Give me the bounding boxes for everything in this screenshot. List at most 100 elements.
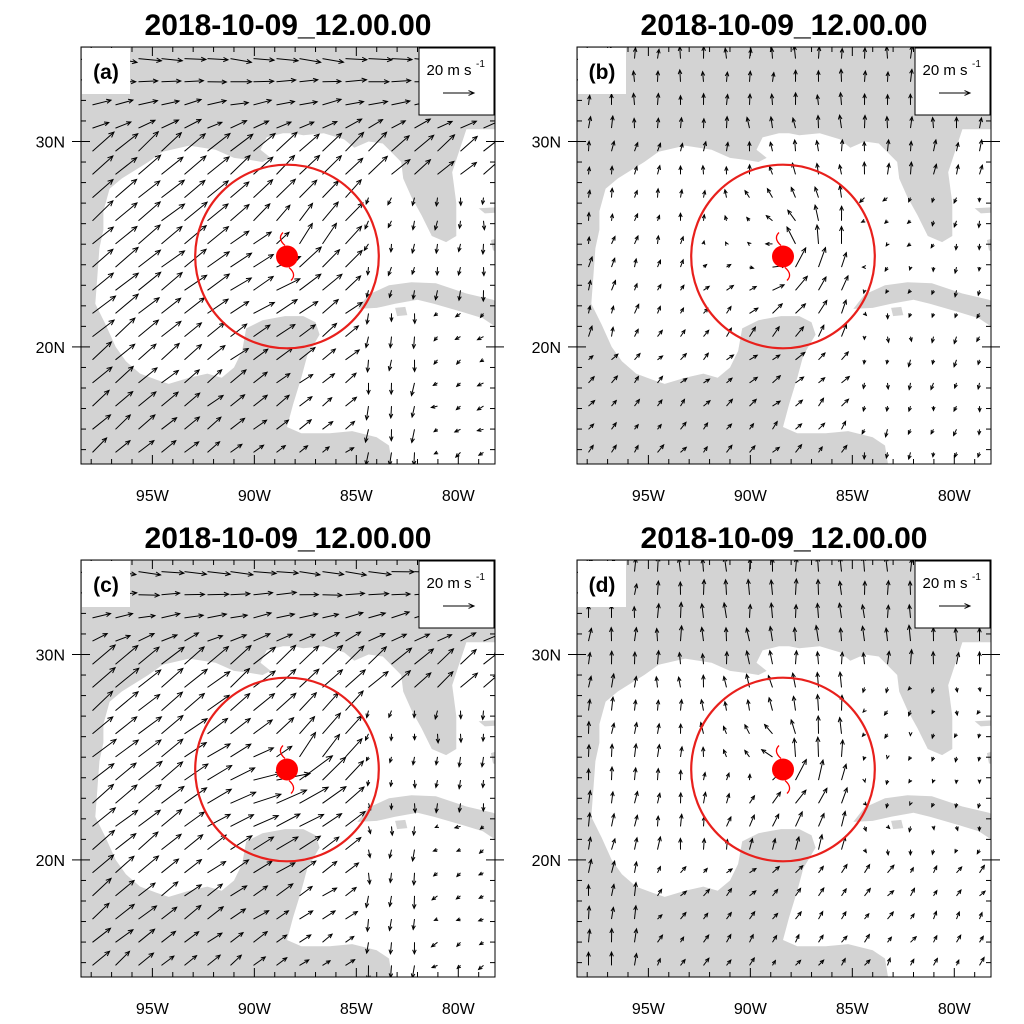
wind-vector-arrow [391,134,411,152]
wind-vector-arrow [253,670,277,688]
y-tick-label: 30N [36,647,65,664]
wind-vector-arrow [887,936,893,943]
wind-vector-arrow [92,199,114,222]
wind-vector-arrow [726,398,734,407]
wind-vector-arrow [434,197,440,207]
wind-vector-arrow [368,118,384,129]
wind-vector-arrow [388,942,394,956]
wind-vector-arrow [793,603,799,618]
wind-vector-arrow [679,142,684,152]
wind-vector-field [92,56,495,464]
wind-vector-arrow [276,934,288,943]
wind-vector-arrow [586,235,591,244]
wind-vector-arrow [476,336,484,341]
wind-vector-arrow [276,372,291,384]
grand-bahama-island [478,720,495,727]
wind-vector-arrow [345,958,356,966]
wind-vector-arrow [437,670,454,688]
wind-vector-arrow [795,864,804,874]
wind-vector-arrow [587,115,593,129]
wind-vector-arrow [161,761,184,781]
wind-vector-arrow [184,369,201,384]
wind-vector-arrow [680,958,686,966]
wind-vector-arrow [230,300,250,314]
wind-vector-arrow [700,560,706,572]
wind-vector-arrow [860,603,866,618]
wind-vector-arrow [411,197,416,207]
wind-vector-arrow [414,118,432,129]
wind-vector-arrow [657,423,662,430]
wind-vector-arrow [862,92,867,105]
wind-vector-arrow [862,848,867,854]
wind-vector-arrow [795,933,800,943]
wind-vector-arrow [207,954,222,966]
wind-vector-arrow [412,313,417,325]
wind-vector-arrow [230,252,253,268]
wind-vector-arrow [953,266,958,275]
wind-vector-arrow [435,267,440,277]
wind-vector-arrow [931,406,936,412]
wind-vector-arrow [322,644,344,665]
wind-vector-arrow [345,760,365,781]
wind-vector-arrow [793,577,799,595]
wind-vector-arrow [253,394,269,407]
wind-vector-arrow [92,226,115,245]
wind-vector-arrow [92,272,115,291]
wind-vector-arrow [932,138,938,152]
wind-vector-arrow [656,865,661,874]
wind-vector-arrow [611,859,616,873]
wind-vector-arrow [744,749,750,758]
wind-vector-arrow [930,429,935,435]
wind-vector-arrow [391,158,411,175]
wind-vector-arrow [253,910,270,920]
wind-vector-arrow [766,187,773,198]
wind-vector-arrow [322,420,334,430]
wind-vector-arrow [138,99,159,106]
wind-vector-arrow [479,313,485,319]
wind-vector-arrow [388,965,394,977]
wind-vector-arrow [771,959,777,966]
wind-vector-arrow [92,437,108,453]
wind-vector-arrow [908,160,914,175]
wind-vector-arrow [161,906,178,920]
wind-vector-arrow [702,263,708,269]
wind-vector-arrow [884,47,890,59]
wind-vector-arrow [276,956,288,966]
wind-vector-arrow [814,186,819,198]
wind-vector-arrow [184,118,203,129]
wind-vector-arrow [433,917,439,921]
x-tick-label: 85W [340,488,374,505]
wind-vector-arrow [92,248,114,268]
wind-vector-arrow [276,394,291,407]
wind-vector-arrow [609,165,614,175]
wind-vector-arrow [679,813,684,827]
hurricane-symbol [772,745,794,794]
wind-vector-arrow [633,257,638,268]
wind-vector-arrow [930,382,935,391]
wind-vector-arrow [437,120,454,129]
wind-vector-arrow [765,214,773,222]
reference-vector-box: 20 m s -1 [914,560,991,629]
wind-vector-arrow [161,833,183,850]
wind-vector-arrow [138,693,161,711]
wind-vector-arrow [772,284,786,291]
wind-vector-arrow [795,351,806,361]
wind-vector-arrow [861,732,867,738]
wind-vector-arrow [410,382,415,397]
wind-vector-arrow [907,452,912,461]
wind-vector-arrow [207,860,227,874]
wind-vector-arrow [814,223,820,244]
wind-vector-arrow [680,865,687,874]
wind-vector-arrow [907,580,913,595]
wind-vector-arrow [588,255,593,268]
wind-vector-arrow [138,297,161,314]
wind-vector-arrow [609,92,614,105]
wind-vector-arrow [749,398,758,407]
wind-vector-arrow [92,414,112,430]
wind-vector-arrow [746,698,751,711]
x-tick-label: 95W [136,1001,170,1018]
wind-vector-arrow [184,646,206,665]
wind-vector-arrow [931,709,936,715]
wind-vector-arrow [767,696,773,711]
wind-vector-arrow [726,423,733,430]
